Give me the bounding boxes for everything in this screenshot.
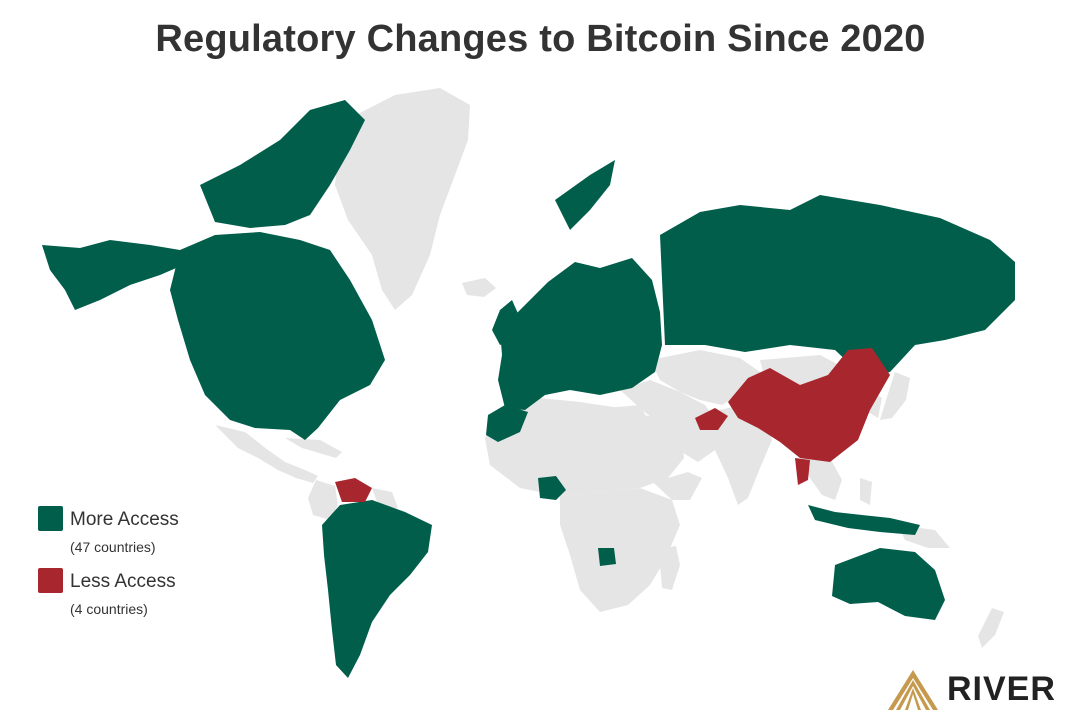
river-logo: RIVER xyxy=(886,668,1076,712)
river-wordmark: RIVER xyxy=(947,670,1056,708)
greenland xyxy=(335,88,470,310)
legend-count: (47 countries) xyxy=(70,539,156,555)
central-south-africa xyxy=(560,488,680,612)
more-access-regions xyxy=(42,100,1015,678)
east-europe-grey xyxy=(606,405,648,420)
iceland xyxy=(462,278,496,297)
legend-label: Less Access xyxy=(70,571,176,592)
china xyxy=(728,348,890,462)
north-africa xyxy=(485,398,684,496)
south-america xyxy=(322,500,432,678)
horn-of-africa xyxy=(640,470,702,500)
map-title: Regulatory Changes to Bitcoin Since 2020 xyxy=(155,18,926,60)
legend-count: (4 countries) xyxy=(70,601,148,617)
nigeria xyxy=(538,476,566,500)
arctic-islands xyxy=(200,100,365,228)
myanmar-thailand xyxy=(795,458,810,485)
madagascar xyxy=(660,546,680,590)
zimbabwe xyxy=(598,548,616,566)
more-access-swatch xyxy=(38,506,63,531)
no-change-regions xyxy=(215,88,1004,648)
colombia-ecuador xyxy=(308,480,338,520)
river-mountain-icon xyxy=(888,670,938,710)
legend-label: More Access xyxy=(70,509,179,530)
australia xyxy=(832,548,945,620)
middle-east xyxy=(620,380,720,462)
scandinavia-north xyxy=(555,160,615,230)
venezuela xyxy=(335,478,372,502)
philippines xyxy=(860,478,872,505)
caribbean xyxy=(285,438,342,458)
less-access-swatch xyxy=(38,568,63,593)
japan xyxy=(880,372,910,420)
central-asia xyxy=(650,350,760,405)
central-america xyxy=(215,425,318,483)
russia xyxy=(660,195,1015,378)
new-zealand xyxy=(978,608,1004,648)
europe xyxy=(498,258,662,410)
north-america xyxy=(170,232,385,440)
afghanistan xyxy=(695,408,728,430)
alaska xyxy=(42,240,190,310)
uk-ireland xyxy=(492,300,520,345)
southeast-asia xyxy=(800,455,842,500)
india xyxy=(710,405,772,505)
less-access-regions xyxy=(335,348,890,502)
indonesia xyxy=(808,505,920,535)
iberia xyxy=(486,405,528,442)
